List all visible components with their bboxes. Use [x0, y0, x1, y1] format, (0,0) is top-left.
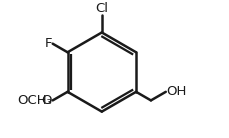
Text: Cl: Cl [95, 2, 108, 15]
Text: OCH₃: OCH₃ [17, 94, 52, 107]
Text: F: F [44, 37, 52, 50]
Text: O: O [41, 94, 52, 107]
Text: OH: OH [166, 85, 186, 98]
